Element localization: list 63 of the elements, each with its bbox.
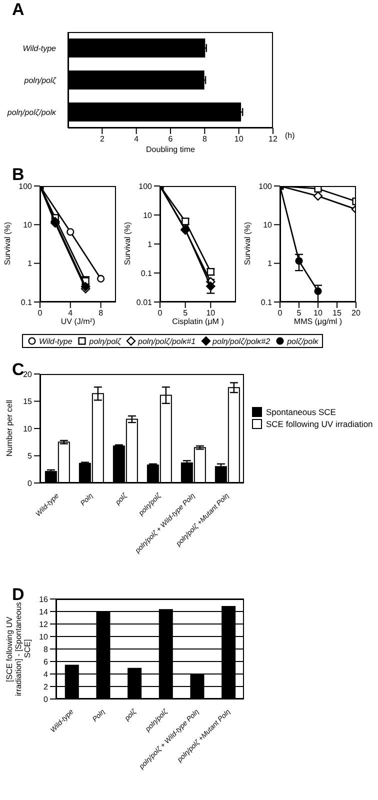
y-tick-label: 100 <box>138 182 153 191</box>
y-tick-label: 15 <box>23 397 33 406</box>
y-tick-label: 4 <box>44 670 49 679</box>
x-axis-title: UV (J/m²) <box>60 317 96 326</box>
y-tick-label: 6 <box>44 657 49 666</box>
y-tick-label: 12 <box>39 620 49 629</box>
legend-label: SCE following UV irradiation <box>265 418 373 429</box>
y-tick-label: 0.1 <box>20 298 33 307</box>
y-tick-label: 20 <box>23 370 33 379</box>
y-tick-label: 10 <box>39 632 49 642</box>
y-tick-label: 0.01 <box>136 298 153 307</box>
x-tick-label: 0 <box>158 308 163 318</box>
y-tick-label: 14 <box>39 607 49 616</box>
x-tick-label: 4 <box>68 308 74 318</box>
legend-label: polζ/polκ <box>286 336 318 346</box>
y-tick-label: 8 <box>44 644 49 654</box>
y-tick-label: 10 <box>23 220 33 230</box>
x-tick-label: 15 <box>332 308 342 318</box>
text: (h) <box>285 131 295 140</box>
y-tick-label: 1 <box>148 240 153 249</box>
x-tick-label: 10 <box>206 308 216 318</box>
y-axis-title: Survival (%) <box>242 222 252 266</box>
x-tick-label: 2 <box>100 134 105 144</box>
y-axis-title: Survival (%) <box>122 222 132 266</box>
x-axis-title: MMS (μg/ml ) <box>292 317 344 326</box>
legend-label: polη/polζ <box>88 336 122 346</box>
y-tick-label: 0 <box>28 478 33 488</box>
legend-label: Spontaneous SCE <box>265 406 337 417</box>
x-tick-label: 0 <box>278 308 283 318</box>
y-tick-label: 0.1 <box>260 298 273 307</box>
chart-title: C <box>12 360 24 380</box>
y-axis-title: Number per cell <box>4 400 14 457</box>
x-tick-label: 6 <box>168 134 174 144</box>
x-tick-label: 10 <box>234 134 244 144</box>
y-tick-label: 5 <box>28 452 33 461</box>
y-tick-label: 0.1 <box>140 268 153 278</box>
y-tick-label: 100 <box>258 182 273 191</box>
y-tick-label: 1 <box>268 259 273 268</box>
legend-label: polη/polζ/polκ#2 <box>211 336 270 346</box>
y-tick-label: 100 <box>18 182 33 191</box>
x-axis-title: Cisplatin (μM ) <box>171 317 225 326</box>
y-tick-label: 1 <box>28 259 33 268</box>
chart-title: A <box>12 0 24 20</box>
y-tick-label: 16 <box>39 594 49 604</box>
x-tick-label: 8 <box>98 308 104 318</box>
x-tick-label: 5 <box>296 308 302 318</box>
y-axis-title: [SCE following UV irradiation] - [Spontaneous SCE] <box>4 601 32 698</box>
y-tick-label: Wild-type <box>22 44 57 53</box>
y-tick-label: 10 <box>23 424 33 434</box>
x-tick-label: 10 <box>314 308 323 318</box>
x-tick-label: 5 <box>183 308 188 318</box>
y-tick-label: 2 <box>44 682 49 692</box>
x-tick-label: 20 <box>352 308 361 318</box>
x-axis-title: Doubling time <box>145 145 196 154</box>
y-axis-title: Survival (%) <box>2 222 12 266</box>
x-tick-label: 8 <box>202 134 208 144</box>
y-tick-label: polη/polζ/polκ <box>6 108 57 117</box>
legend-label: polη/polζ/polκ#1 <box>136 336 196 346</box>
y-tick-label: 0 <box>44 694 49 704</box>
y-tick-label: 10 <box>143 210 153 220</box>
chart-title: B <box>12 165 24 184</box>
y-tick-label: polη/polζ <box>23 76 58 85</box>
y-tick-label: 10 <box>263 220 273 230</box>
